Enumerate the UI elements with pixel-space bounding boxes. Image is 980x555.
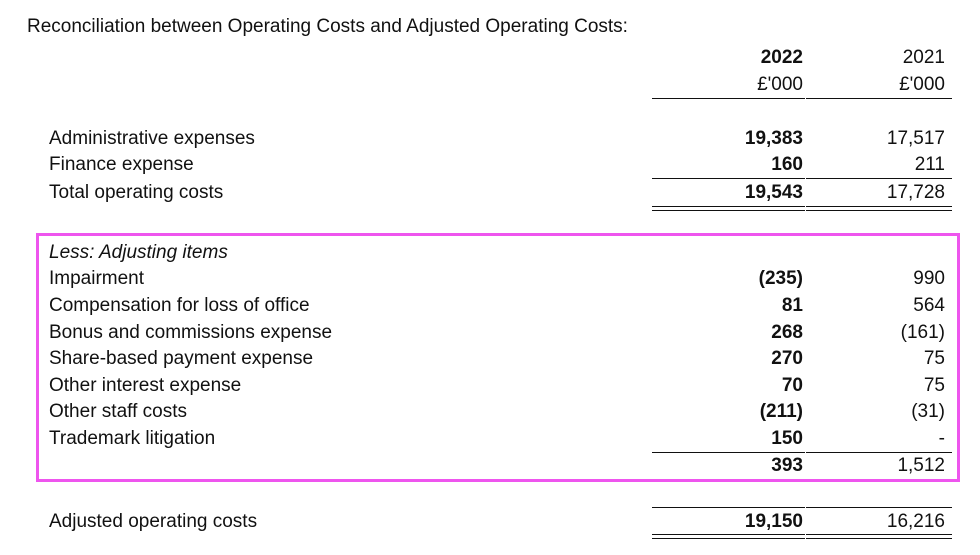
subtotal-rule-2022 bbox=[652, 178, 805, 179]
row-label: Total operating costs bbox=[49, 182, 224, 203]
row-value-2021: 564 bbox=[913, 295, 945, 316]
row-value-2021: (31) bbox=[911, 401, 945, 422]
adjusted-rule-2022 bbox=[652, 534, 805, 535]
row-value-2022: 160 bbox=[771, 154, 803, 175]
row-value-2022: 19,150 bbox=[744, 511, 803, 532]
row-value-2021: 75 bbox=[923, 375, 945, 396]
total-double-rule-2021 bbox=[806, 210, 952, 211]
row-value-2021: 17,728 bbox=[886, 182, 945, 203]
adjusted-double-rule-2021 bbox=[806, 538, 952, 539]
row-label: Adjusted operating costs bbox=[49, 511, 258, 532]
header-rule-2022 bbox=[652, 98, 805, 99]
row-value-2021: 75 bbox=[923, 348, 945, 369]
header-unit-2021: £'000 bbox=[899, 74, 945, 95]
header-year-2021: 2021 bbox=[902, 47, 945, 68]
adjusted-double-rule-2022 bbox=[652, 538, 805, 539]
row-label: Finance expense bbox=[49, 154, 194, 175]
adjusted-rule-2021 bbox=[806, 534, 952, 535]
row-label: Administrative expenses bbox=[49, 128, 255, 149]
row-value-2022: 270 bbox=[771, 348, 803, 369]
adjusting-items-highlight bbox=[36, 233, 960, 482]
row-label: Share-based payment expense bbox=[49, 348, 314, 369]
row-value-2022: 70 bbox=[781, 375, 803, 396]
row-value-2021: 990 bbox=[913, 268, 945, 289]
adjusting-subtotal-rule-2022 bbox=[652, 452, 805, 453]
row-label: Other staff costs bbox=[49, 401, 187, 422]
row-value-2021: - bbox=[938, 428, 945, 449]
row-label: Other interest expense bbox=[49, 375, 242, 396]
row-value-2021: 17,517 bbox=[886, 128, 945, 149]
adjusted-top-rule-2021 bbox=[806, 507, 952, 508]
adjusting-total-2021: 1,512 bbox=[897, 455, 945, 476]
row-value-2022: 19,383 bbox=[744, 128, 803, 149]
row-value-2021: (161) bbox=[900, 322, 945, 343]
header-unit-2022: £'000 bbox=[757, 74, 803, 95]
row-value-2022: (235) bbox=[758, 268, 803, 289]
page-title: Reconciliation between Operating Costs a… bbox=[27, 16, 628, 37]
adjusted-top-rule-2022 bbox=[652, 507, 805, 508]
row-value-2022: 19,543 bbox=[744, 182, 803, 203]
adjusting-subtotal-rule-2021 bbox=[806, 452, 952, 453]
row-label: Impairment bbox=[49, 268, 145, 289]
row-value-2021: 16,216 bbox=[886, 511, 945, 532]
row-label: Compensation for loss of office bbox=[49, 295, 310, 316]
row-value-2022: (211) bbox=[759, 401, 803, 422]
total-double-rule-2022 bbox=[652, 210, 805, 211]
row-value-2022: 268 bbox=[771, 322, 803, 343]
row-value-2022: 150 bbox=[771, 428, 803, 449]
total-rule-2022 bbox=[652, 206, 805, 207]
row-value-2022: 81 bbox=[781, 295, 803, 316]
adjusting-heading: Less: Adjusting items bbox=[49, 242, 228, 263]
total-rule-2021 bbox=[806, 206, 952, 207]
subtotal-rule-2021 bbox=[806, 178, 952, 179]
row-label: Bonus and commissions expense bbox=[49, 322, 333, 343]
header-rule-2021 bbox=[806, 98, 952, 99]
header-year-2022: 2022 bbox=[760, 47, 803, 68]
row-label: Trademark litigation bbox=[49, 428, 216, 449]
row-value-2021: 211 bbox=[914, 154, 945, 175]
adjusting-total-2022: 393 bbox=[771, 455, 803, 476]
